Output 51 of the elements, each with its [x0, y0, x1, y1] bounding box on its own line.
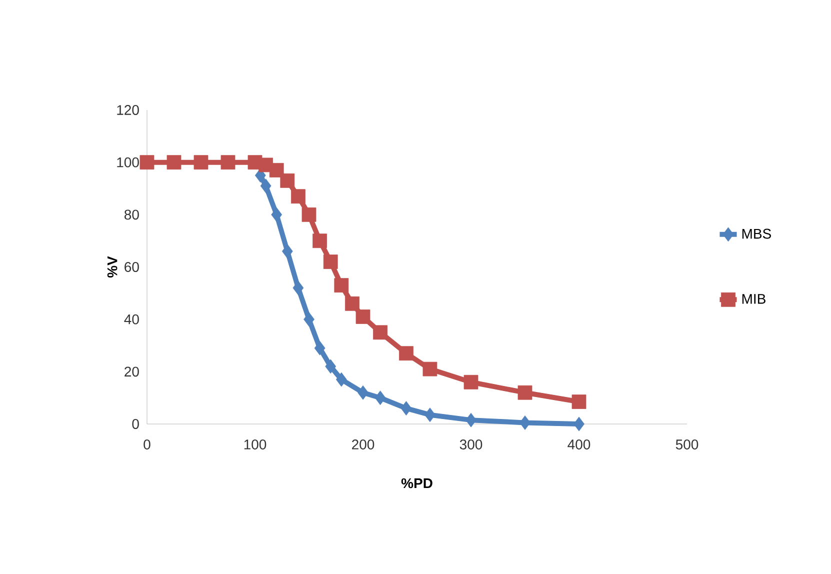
point	[518, 385, 532, 400]
point	[574, 416, 584, 432]
legend-label: MBS	[742, 228, 771, 239]
y-tick-label: 0	[132, 419, 139, 429]
point	[291, 189, 306, 204]
point	[323, 254, 338, 269]
point	[422, 362, 438, 376]
point	[358, 385, 368, 400]
point	[260, 178, 272, 194]
point	[399, 346, 414, 361]
point	[282, 244, 293, 258]
point	[166, 155, 182, 170]
point	[374, 390, 386, 406]
legend-label: MIB	[742, 294, 766, 304]
x-tick-label: 500	[676, 440, 698, 450]
point	[280, 173, 295, 188]
point	[345, 296, 360, 311]
y-tick-label: 20	[124, 366, 139, 377]
y-tick-label: 80	[124, 210, 139, 220]
point	[140, 155, 154, 170]
point	[520, 415, 530, 430]
point	[271, 207, 282, 222]
x-tick-label: 200	[352, 440, 374, 450]
point	[312, 234, 327, 248]
y-axis-title: %V	[107, 256, 118, 278]
point	[334, 278, 349, 293]
point	[464, 374, 478, 390]
y-tick-label: 120	[117, 105, 139, 115]
y-tick-label: 60	[124, 262, 139, 272]
point	[220, 155, 236, 170]
x-tick-label: 400	[568, 440, 590, 450]
point	[424, 408, 436, 422]
point	[325, 359, 336, 374]
point	[572, 394, 586, 409]
x-tick-label: 0	[144, 440, 150, 450]
point	[336, 372, 347, 387]
point	[356, 310, 370, 324]
point	[194, 155, 208, 170]
point	[466, 412, 476, 428]
point	[373, 325, 388, 340]
point	[292, 280, 304, 296]
y-tick-label: 100	[117, 157, 139, 168]
point	[400, 401, 412, 416]
y-tick-label: 40	[124, 314, 139, 324]
point	[302, 207, 316, 222]
point	[314, 340, 326, 356]
x-tick-label: 100	[244, 440, 266, 450]
x-tick-label: 300	[460, 440, 482, 450]
point	[304, 312, 314, 327]
point	[269, 162, 284, 178]
x-axis-title: %PD	[401, 478, 432, 488]
